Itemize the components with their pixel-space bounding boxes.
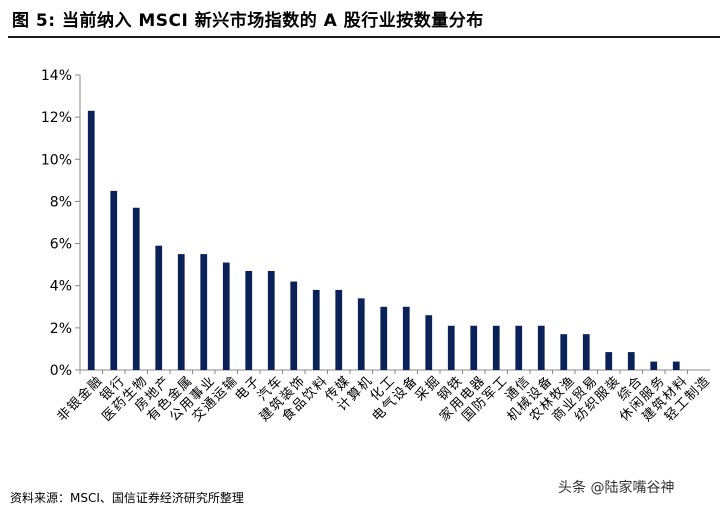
bar-16 xyxy=(425,315,433,370)
bar-2 xyxy=(110,190,118,370)
bar-27 xyxy=(672,361,680,370)
bar-15 xyxy=(402,306,410,370)
bar-25 xyxy=(627,352,635,370)
bar-10 xyxy=(290,281,298,370)
y-tick-label: 6% xyxy=(50,237,72,253)
title-divider xyxy=(8,36,720,38)
bar-19 xyxy=(492,325,500,370)
bar-26 xyxy=(650,361,658,370)
bar-13 xyxy=(357,298,365,370)
y-tick-label: 14% xyxy=(41,68,72,84)
bar-1 xyxy=(87,110,95,371)
bar-21 xyxy=(537,325,545,370)
bars xyxy=(87,110,680,371)
x-tick-label: 计算机 xyxy=(335,374,375,414)
bar-14 xyxy=(380,306,388,370)
y-tick-label: 8% xyxy=(50,194,72,210)
figure-title: 图 5: 当前纳入 MSCI 新兴市场指数的 A 股行业按数量分布 xyxy=(12,11,484,31)
bar-20 xyxy=(515,325,523,370)
bar-3 xyxy=(132,207,140,370)
bar-7 xyxy=(222,262,230,370)
watermark: 头条 @陆家嘴谷神 xyxy=(556,477,677,497)
bar-18 xyxy=(470,325,478,370)
x-tick-label: 房地产 xyxy=(132,374,173,414)
y-tick-label: 12% xyxy=(41,110,72,126)
bar-17 xyxy=(447,325,455,370)
bar-11 xyxy=(312,289,320,370)
y-tick-label: 10% xyxy=(41,152,72,168)
bar-8 xyxy=(245,270,253,370)
bar-6 xyxy=(200,254,208,370)
bar-5 xyxy=(177,254,185,370)
bar-23 xyxy=(582,334,590,370)
bar-4 xyxy=(155,245,163,370)
y-tick-label: 0% xyxy=(50,363,72,379)
bar-12 xyxy=(335,289,343,370)
x-axis xyxy=(79,369,710,374)
y-tick-label: 2% xyxy=(50,321,72,337)
source-note: 资料来源：MSCI、国信证券经济研究所整理 xyxy=(10,491,244,505)
bar-9 xyxy=(267,270,275,370)
y-axis: 0% 2% 4% 6% 8% 10% 12% 14% xyxy=(41,68,81,379)
y-tick-label: 4% xyxy=(50,279,72,295)
bar-22 xyxy=(560,334,568,370)
bar-24 xyxy=(605,352,613,370)
x-tick-labels: 非银金融银行医药生物房地产有色金属公用事业交通运输电子汽车建筑装饰食品饮料传媒计… xyxy=(55,373,713,424)
